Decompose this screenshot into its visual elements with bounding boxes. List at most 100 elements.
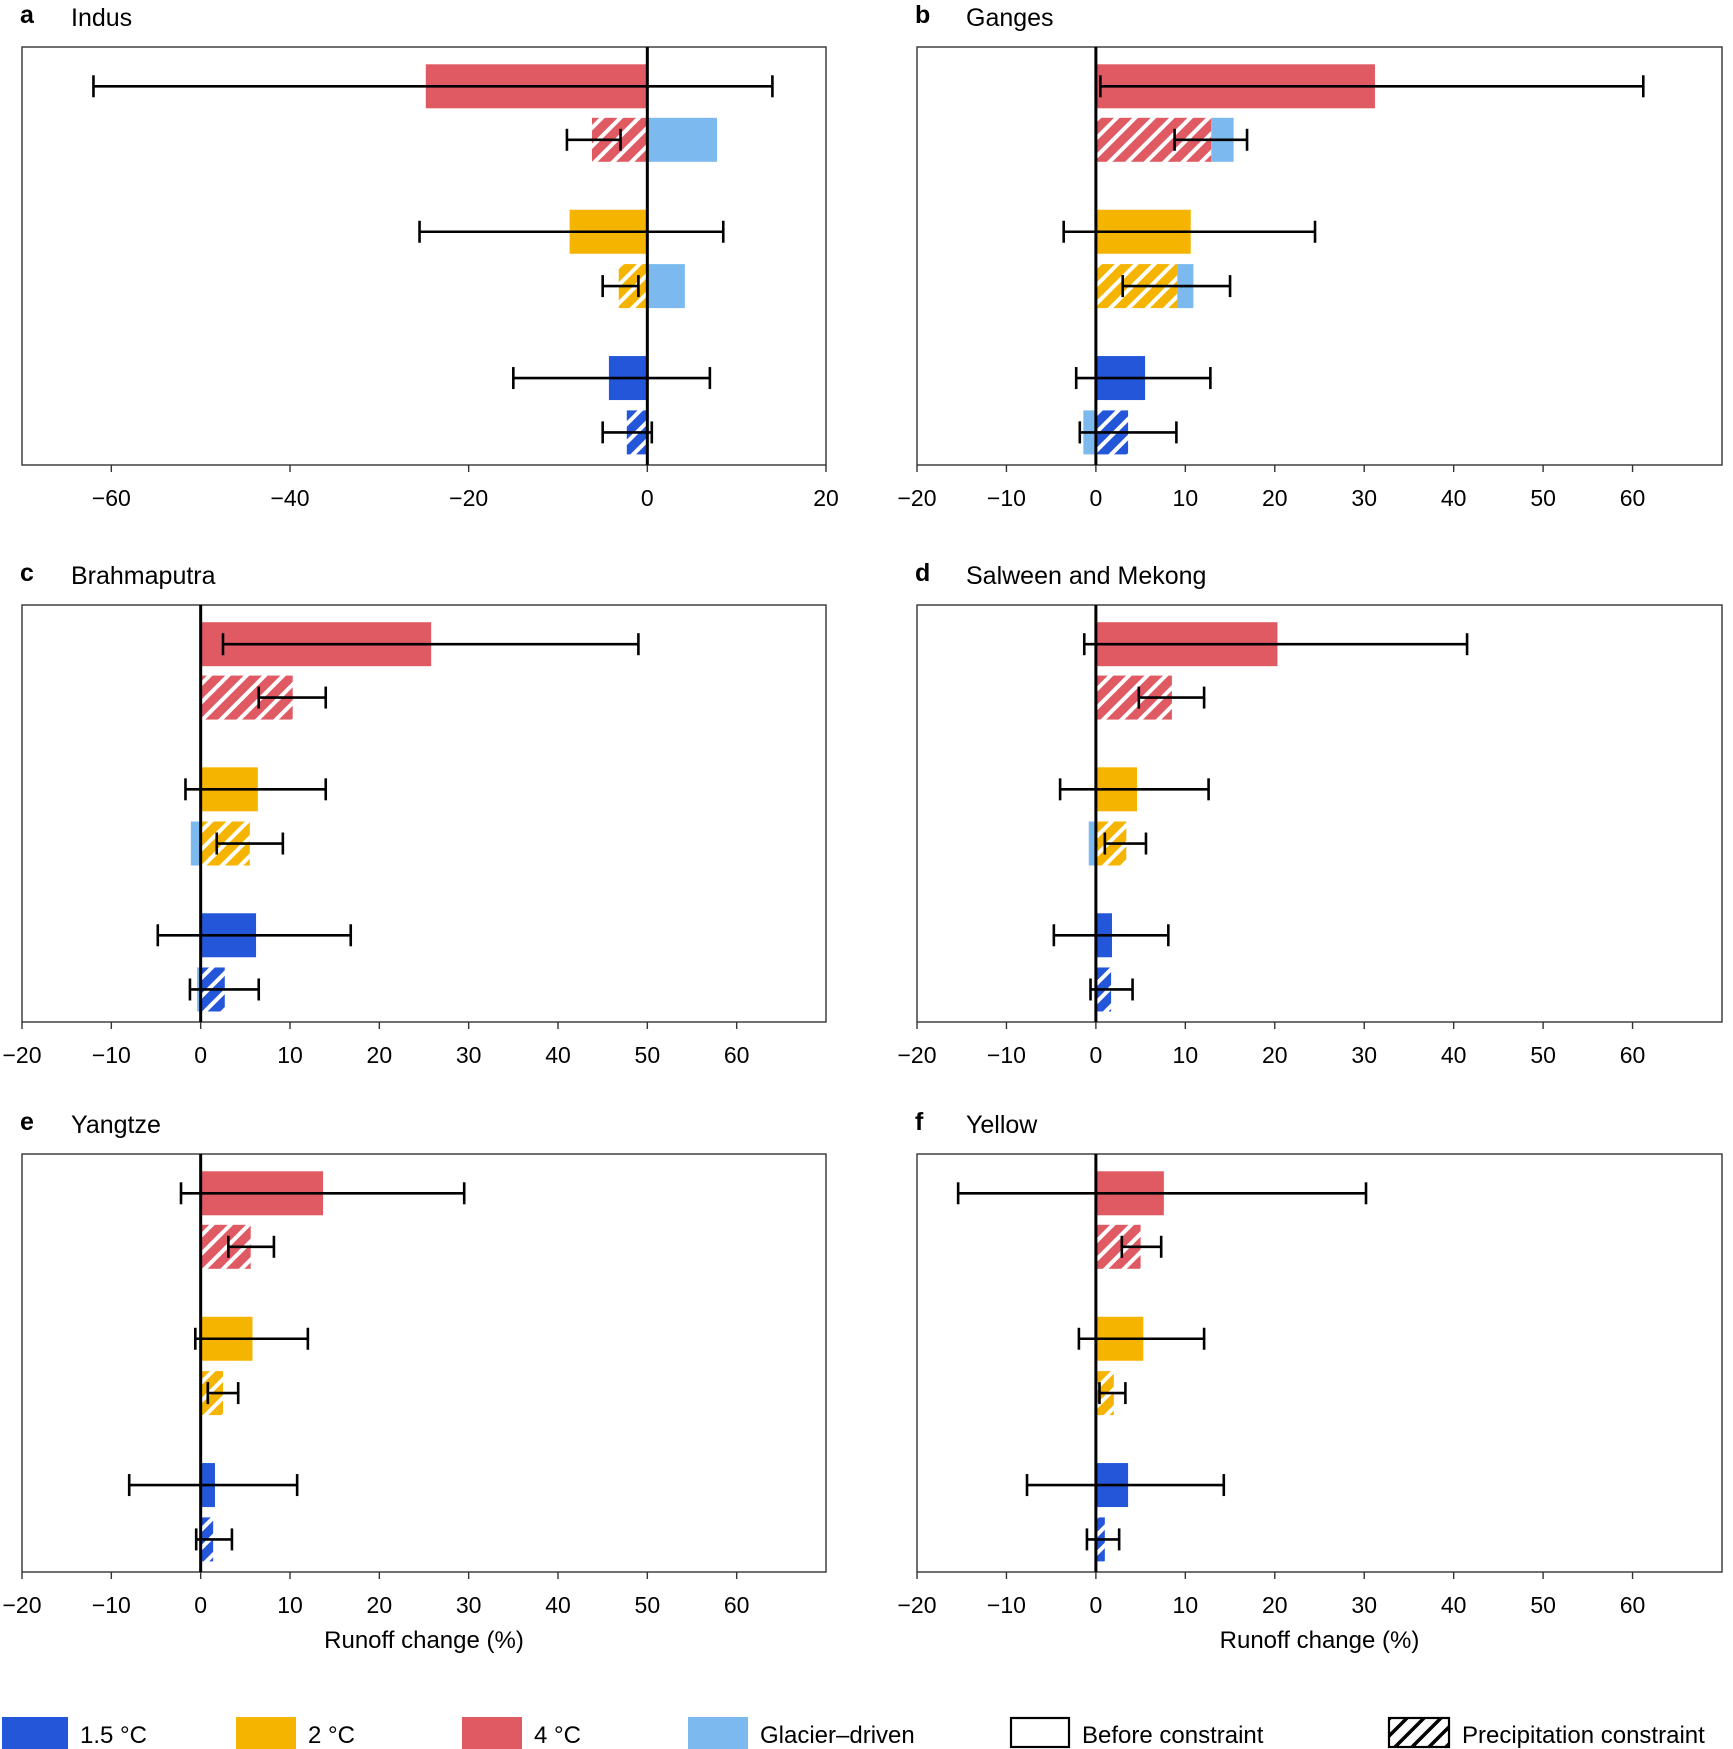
legend-label: 4 °C (534, 1722, 581, 1749)
legend-label: Glacier–driven (760, 1722, 915, 1749)
error-bar (1077, 1327, 1206, 1350)
error-bar (1058, 778, 1210, 801)
plot-frame (916, 604, 1723, 1023)
plot-frame (916, 1153, 1723, 1573)
tick-label: 0 (194, 1042, 207, 1068)
error-bar (227, 1235, 276, 1258)
tick-label: 40 (545, 1592, 571, 1618)
tick-label: 50 (1530, 1042, 1556, 1068)
panel-title: Yangtze (71, 1111, 161, 1139)
legend-label: Before constraint (1082, 1722, 1264, 1749)
tick-label: 50 (1530, 1592, 1556, 1618)
panel-title: Brahmaputra (71, 562, 216, 590)
panel-c: c Brahmaputra −20 −10 0 10 20 30 40 50 60 (2, 559, 827, 1068)
tick-label: −20 (2, 1042, 41, 1068)
panel-title: Yellow (966, 1111, 1038, 1139)
error-bar (1074, 367, 1212, 390)
plot-frame (21, 604, 827, 1023)
tick-label: 10 (1173, 485, 1199, 511)
panel-b: b Ganges −20 −10 0 10 20 30 40 50 60 (897, 1, 1723, 511)
tick-label: 60 (1620, 1042, 1646, 1068)
error-bar (565, 128, 622, 151)
panel-title: Ganges (966, 4, 1054, 32)
panels: a Indus −60 −40 −20 0 20 b Ganges −20 −10 0 10 20 30 40… (2, 1, 1723, 1654)
bar-glacier (647, 264, 685, 309)
legend-swatch (2, 1717, 68, 1749)
tick-label: 50 (1530, 485, 1556, 511)
panel-label: c (20, 559, 34, 587)
tick-label: −10 (987, 1042, 1026, 1068)
bar-glacier (1088, 821, 1096, 866)
legend-swatch (688, 1717, 748, 1749)
panel-f: f Yellow −20 −10 0 10 20 30 40 50 60 Runoff change … (897, 1108, 1723, 1654)
tick-label: 0 (194, 1592, 207, 1618)
tick-label: 60 (724, 1592, 750, 1618)
x-axis-label: Runoff change (%) (324, 1627, 524, 1654)
error-bar (194, 1327, 310, 1350)
legend-swatch (236, 1717, 296, 1749)
tick-label: 40 (1441, 485, 1467, 511)
tick-label: 10 (277, 1042, 303, 1068)
error-bar (1103, 832, 1148, 855)
legend-label: Precipitation constraint (1462, 1722, 1705, 1749)
panel-label: d (915, 559, 930, 587)
panel-e: e Yangtze −20 −10 0 10 20 30 40 50 60 Runoff change… (2, 1108, 827, 1654)
panel-d: d Salween and Mekong −20 −10 0 10 20 30 40 50 60 (897, 559, 1723, 1068)
tick-label: −20 (897, 485, 936, 511)
tick-label: 10 (277, 1592, 303, 1618)
legend-item-c2: 2 °C (236, 1717, 355, 1749)
error-bar (1089, 978, 1134, 1001)
tick-label: 0 (1089, 1042, 1102, 1068)
error-bar (1137, 686, 1206, 709)
error-bar (1173, 128, 1249, 151)
error-bar (188, 978, 261, 1001)
legend-label: 2 °C (308, 1722, 355, 1749)
tick-label: −10 (987, 485, 1026, 511)
tick-label: −40 (270, 485, 309, 511)
tick-label: −10 (987, 1592, 1026, 1618)
error-bar (1025, 1474, 1226, 1497)
error-bar (215, 832, 285, 855)
tick-label: 40 (545, 1042, 571, 1068)
tick-label: 30 (456, 1042, 482, 1068)
error-bar (1078, 421, 1178, 444)
x-axis-label: Runoff change (%) (1220, 1627, 1420, 1654)
tick-label: 20 (813, 485, 839, 511)
legend-item-c15: 1.5 °C (2, 1717, 147, 1749)
error-bar (1120, 1235, 1163, 1258)
tick-label: 30 (456, 1592, 482, 1618)
tick-label: 30 (1351, 1592, 1377, 1618)
bar-glacier (647, 117, 718, 162)
error-bar (1085, 1528, 1121, 1551)
panel-title: Indus (71, 4, 132, 32)
error-bar (418, 220, 725, 243)
tick-label: 20 (1262, 485, 1288, 511)
tick-label: −20 (2, 1592, 41, 1618)
error-bar (512, 367, 712, 390)
tick-label: −10 (92, 1042, 131, 1068)
error-bar (1099, 75, 1645, 98)
error-bar (156, 924, 353, 947)
tick-label: −20 (449, 485, 488, 511)
tick-label: 20 (367, 1592, 393, 1618)
error-bar (127, 1474, 299, 1497)
tick-label: 20 (367, 1042, 393, 1068)
error-bar (1062, 220, 1317, 243)
error-bar (1098, 1382, 1127, 1405)
legend-item-precip: Precipitation constraint (1387, 1716, 1705, 1749)
tick-label: 50 (635, 1042, 661, 1068)
panel-label: e (20, 1108, 34, 1136)
error-bar (179, 1182, 466, 1205)
plot-frame (21, 1153, 827, 1573)
tick-label: −20 (897, 1592, 936, 1618)
error-bar (956, 1182, 1368, 1205)
tick-label: 50 (635, 1592, 661, 1618)
tick-label: 10 (1173, 1592, 1199, 1618)
panel-label: b (915, 1, 930, 29)
error-bar (1121, 275, 1232, 298)
legend-item-glacier: Glacier–driven (688, 1717, 915, 1749)
panel-a: a Indus −60 −40 −20 0 20 (20, 1, 839, 511)
tick-label: 20 (1262, 1592, 1288, 1618)
legend-swatch (1009, 1716, 1071, 1749)
